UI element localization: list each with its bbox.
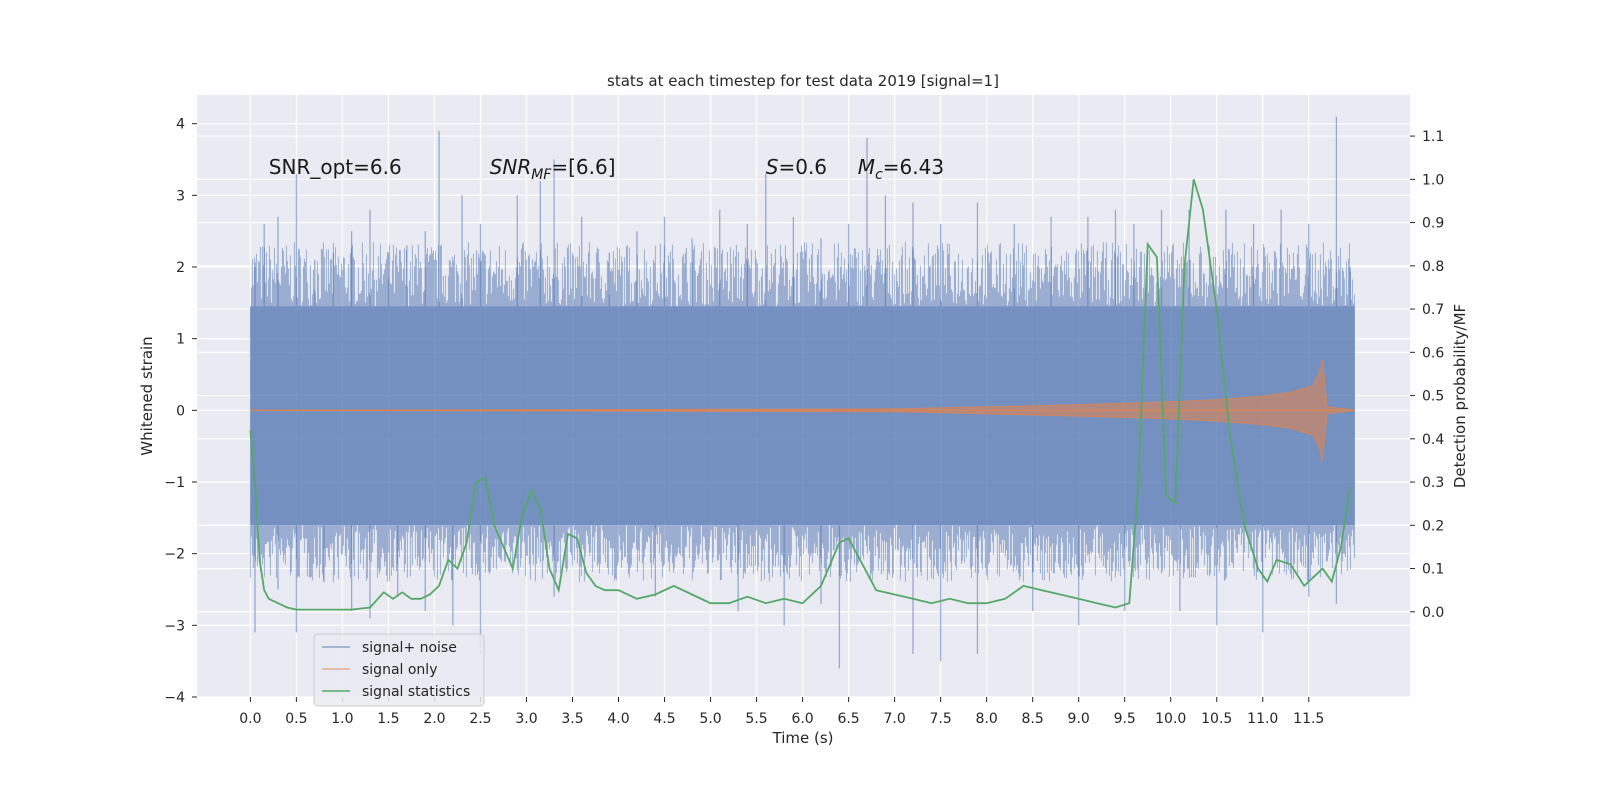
y-tick-label-left: −4: [164, 690, 185, 706]
x-tick-label: 3.0: [515, 711, 537, 727]
y-tick-label-left: 2: [176, 260, 185, 276]
x-tick-label: 8.5: [1022, 711, 1044, 727]
y-tick-label-right: 0.9: [1422, 216, 1444, 232]
y-tick-label-right: 0.8: [1422, 259, 1444, 275]
x-tick-label: 10.0: [1155, 711, 1186, 727]
y-axis-label-right: Detection probability/MF: [1451, 304, 1469, 488]
x-tick-label: 6.0: [791, 711, 813, 727]
x-tick-label: 9.0: [1068, 711, 1090, 727]
x-tick-label: 4.0: [607, 711, 629, 727]
x-tick-label: 4.5: [653, 711, 675, 727]
signal-statistics-line: [249, 179, 1352, 611]
x-tick-label: 1.5: [377, 711, 399, 727]
legend-box: [313, 633, 485, 707]
annotation: Mc=6.43: [858, 155, 944, 183]
y-tick-label-right: 0.7: [1422, 302, 1444, 318]
y-tick-label-right: 0.0: [1422, 605, 1444, 621]
y-tick-label-left: −3: [164, 618, 185, 634]
x-tick-label: 9.5: [1114, 711, 1136, 727]
annotation: SNR_opt=6.6: [269, 155, 402, 179]
x-tick-label: 11.0: [1247, 711, 1278, 727]
y-tick-label-left: 4: [176, 117, 185, 133]
y-tick-label-left: 3: [176, 188, 185, 204]
x-tick-label: 2.0: [423, 711, 445, 727]
x-tick-label: 10.5: [1201, 711, 1232, 727]
y-tick-label-right: 1.1: [1422, 129, 1444, 145]
annotation: S=0.6: [766, 155, 827, 179]
x-tick-label: 2.5: [469, 711, 491, 727]
x-tick-label: 11.5: [1293, 711, 1324, 727]
y-tick-label-left: 1: [176, 332, 185, 348]
x-tick-label: 7.0: [883, 711, 905, 727]
y-tick-label-right: 0.6: [1422, 345, 1444, 361]
chart-title: stats at each timestep for test data 201…: [607, 72, 999, 90]
x-tick-label: 8.0: [976, 711, 998, 727]
y-tick-label-right: 1.0: [1422, 172, 1444, 188]
y-tick-label-right: 0.1: [1422, 562, 1444, 578]
x-tick-label: 6.5: [837, 711, 859, 727]
legend-label-signal-noise: signal+ noise: [362, 640, 457, 656]
y-tick-label-right: 0.2: [1422, 518, 1444, 534]
x-tick-label: 0.5: [285, 711, 307, 727]
y-tick-label-right: 0.3: [1422, 475, 1444, 491]
y-tick-label-right: 0.4: [1422, 432, 1444, 448]
x-tick-label: 3.5: [561, 711, 583, 727]
annotation: SNRMF=[6.6]: [490, 155, 616, 183]
legend: signal+ noise signal only signal statist…: [313, 633, 485, 707]
y-tick-label-right: 0.5: [1422, 389, 1444, 405]
x-axis-label: Time (s): [772, 729, 834, 747]
x-tick-label: 5.5: [745, 711, 767, 727]
x-tick-label: 7.5: [929, 711, 951, 727]
legend-label-signal-statistics: signal statistics: [362, 684, 470, 700]
y-axis-label-left: Whitened strain: [138, 336, 156, 455]
y-tick-label-left: −1: [164, 475, 185, 491]
legend-label-signal-only: signal only: [362, 662, 437, 678]
x-tick-label: 1.0: [331, 711, 353, 727]
y-tick-label-left: 0: [176, 403, 185, 419]
x-tick-label: 5.0: [699, 711, 721, 727]
x-tick-label: 0.0: [239, 711, 261, 727]
y-tick-label-left: −2: [164, 547, 185, 563]
